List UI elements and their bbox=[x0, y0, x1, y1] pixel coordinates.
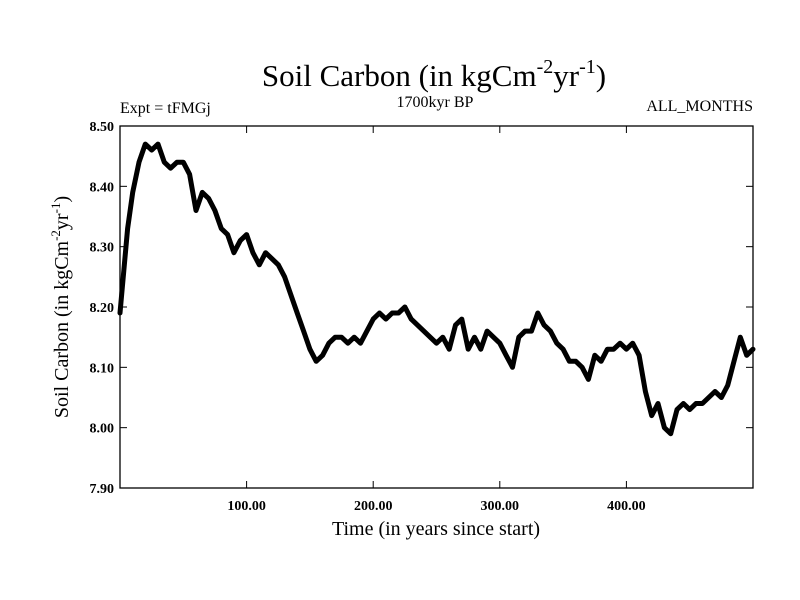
x-tick-label: 400.00 bbox=[607, 499, 646, 514]
y-axis-label-unit: yr bbox=[51, 213, 73, 230]
y-tick-label: 8.30 bbox=[90, 241, 115, 256]
y-tick-label: 8.00 bbox=[90, 422, 115, 437]
subtitle-period: 1700kyr BP bbox=[397, 94, 474, 111]
y-axis-label-main: Soil Carbon (in kgCm bbox=[51, 240, 73, 418]
y-axis: 7.90 8.00 8.10 8.20 8.30 8.40 8.50 bbox=[90, 120, 753, 497]
chart-title-main: Soil Carbon (in kgCm bbox=[262, 58, 537, 93]
y-tick-label: 8.50 bbox=[90, 120, 115, 135]
y-axis-label-exp2: -1 bbox=[48, 203, 63, 214]
series-line-soil-carbon bbox=[117, 141, 756, 437]
y-axis-label: Soil Carbon (in kgCm-2yr-1) bbox=[48, 196, 73, 418]
x-tick-label: 100.00 bbox=[227, 499, 266, 514]
y-tick-label: 8.20 bbox=[90, 301, 115, 316]
x-tick-label: 300.00 bbox=[481, 499, 520, 514]
chart-title: Soil Carbon (in kgCm-2yr-1) bbox=[262, 56, 606, 93]
subtitle-experiment: Expt = tFMGj bbox=[120, 100, 211, 117]
y-tick-label: 7.90 bbox=[90, 482, 115, 497]
chart-title-unit: yr bbox=[553, 58, 580, 93]
x-axis-label: Time (in years since start) bbox=[332, 518, 540, 540]
x-axis: 100.00 200.00 300.00 400.00 bbox=[227, 126, 646, 514]
y-axis-label-exp1: -2 bbox=[48, 230, 63, 241]
chart-title-exp2: -1 bbox=[579, 56, 596, 78]
y-tick-label: 8.10 bbox=[90, 361, 115, 376]
subtitle-months: ALL_MONTHS bbox=[646, 98, 753, 115]
x-tick-label: 200.00 bbox=[354, 499, 393, 514]
chart-title-exp1: -2 bbox=[537, 56, 554, 78]
y-axis-label-close: ) bbox=[51, 196, 73, 203]
plot-area bbox=[117, 141, 756, 437]
plot-frame bbox=[119, 125, 754, 489]
y-tick-label: 8.40 bbox=[90, 180, 115, 195]
chart-title-close: ) bbox=[596, 58, 606, 93]
